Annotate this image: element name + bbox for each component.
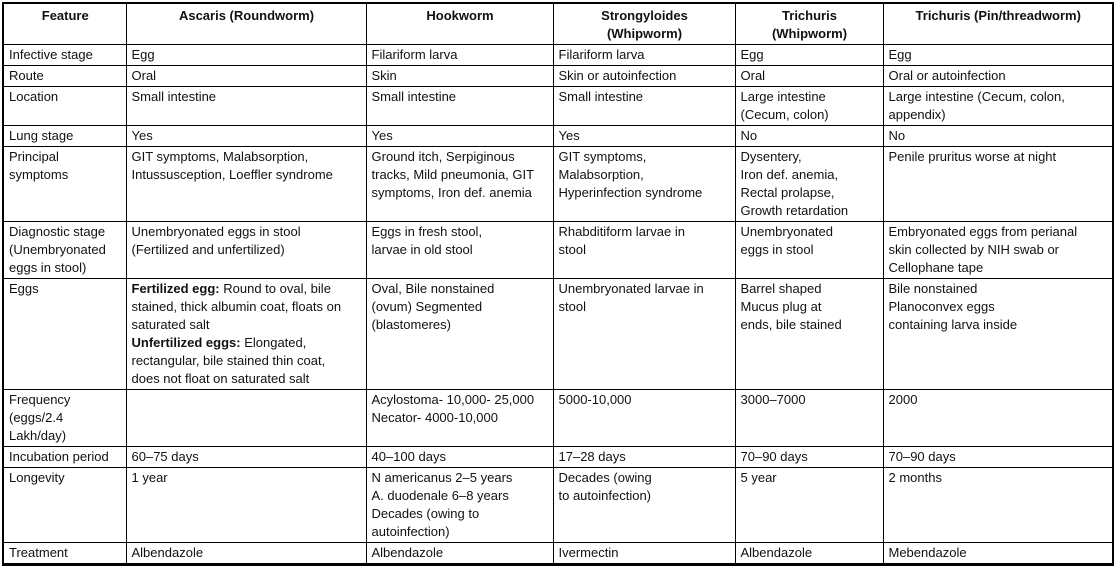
cell-lung-stage-col4: No	[734, 125, 884, 147]
cell-diagnostic-stage-unembryonated-col2: Eggs in fresh stool, larvae in old stool	[365, 221, 554, 279]
cell-location-col4: Large intestine (Cecum, colon)	[734, 86, 884, 126]
cell-principal-symptoms-col1: GIT symptoms, Malabsorption, Intussuscep…	[125, 146, 367, 222]
cell-route-col2: Skin	[365, 65, 554, 87]
cell-lung-stage-col1: Yes	[125, 125, 367, 147]
cell-diagnostic-stage-unembryonated-col4: Unembryonated eggs in stool	[734, 221, 884, 279]
row-feature-label: Route	[2, 65, 127, 87]
cell-diagnostic-stage-unembryonated-col5: Embryonated eggs from perianal skin coll…	[882, 221, 1114, 279]
column-header-feature: Feature	[2, 2, 127, 45]
cell-treatment-col2: Albendazole	[365, 542, 554, 565]
cell-longevity-col5: 2 months	[882, 467, 1114, 543]
cell-eggs-col4: Barrel shaped Mucus plug at ends, bile s…	[734, 278, 884, 390]
cell-principal-symptoms-col4: Dysentery, Iron def. anemia, Rectal prol…	[734, 146, 884, 222]
row-feature-label: Principal symptoms	[2, 146, 127, 222]
column-header-strongyloides-whipworm: Strongyloides (Whipworm)	[552, 2, 736, 45]
cell-principal-symptoms-col3: GIT symptoms, Malabsorption, Hyperinfect…	[552, 146, 736, 222]
column-header-ascaris-roundworm: Ascaris (Roundworm)	[125, 2, 367, 45]
cell-incubation-period-col5: 70–90 days	[882, 446, 1114, 468]
cell-diagnostic-stage-unembryonated-col3: Rhabditiform larvae in stool	[552, 221, 736, 279]
cell-route-col3: Skin or autoinfection	[552, 65, 736, 87]
cell-frequency-eggs-2-4-lakh-day-col5: 2000	[882, 389, 1114, 447]
cell-treatment-col4: Albendazole	[734, 542, 884, 565]
table-row-frequency-eggs-2-4-lakh-day: Frequency (eggs/2.4 Lakh/day) Acylostoma-…	[2, 389, 1114, 447]
cell-incubation-period-col2: 40–100 days	[365, 446, 554, 468]
bold-text-segment: Fertilized egg:	[131, 281, 220, 296]
column-header-trichuris-pin-threadworm: Trichuris (Pin/threadworm)	[882, 2, 1114, 45]
cell-incubation-period-col1: 60–75 days	[125, 446, 367, 468]
cell-frequency-eggs-2-4-lakh-day-col3: 5000-10,000	[552, 389, 736, 447]
cell-eggs-col1: Fertilized egg: Round to oval, bile stai…	[125, 278, 367, 390]
cell-eggs-col3: Unembryonated larvae in stool	[552, 278, 736, 390]
cell-location-col3: Small intestine	[552, 86, 736, 126]
cell-location-col1: Small intestine	[125, 86, 367, 126]
cell-principal-symptoms-col5: Penile pruritus worse at night	[882, 146, 1114, 222]
cell-principal-symptoms-col2: Ground itch, Serpiginous tracks, Mild pn…	[365, 146, 554, 222]
row-feature-label: Lung stage	[2, 125, 127, 147]
cell-route-col4: Oral	[734, 65, 884, 87]
column-header-trichuris-whipworm: Trichuris (Whipworm)	[734, 2, 884, 45]
row-feature-label: Longevity	[2, 467, 127, 543]
row-feature-label: Location	[2, 86, 127, 126]
cell-infective-stage-col4: Egg	[734, 44, 884, 66]
cell-lung-stage-col2: Yes	[365, 125, 554, 147]
cell-diagnostic-stage-unembryonated-col1: Unembryonated eggs in stool (Fertilized …	[125, 221, 367, 279]
text-segment: Round to oval, bile stained, thick album…	[131, 281, 342, 332]
cell-route-col1: Oral	[125, 65, 367, 87]
cell-frequency-eggs-2-4-lakh-day-col1	[125, 389, 367, 447]
cell-lung-stage-col5: No	[882, 125, 1114, 147]
cell-longevity-col3: Decades (owing to autoinfection)	[552, 467, 736, 543]
cell-infective-stage-col1: Egg	[125, 44, 367, 66]
table-row-principal-symptoms: Principal symptoms GIT symptoms, Malabsor…	[2, 146, 1114, 222]
table-row-diagnostic-stage-unembryonated: Diagnostic stage (Unembryonated eggs in …	[2, 221, 1114, 279]
header-row: Feature Ascaris (Roundworm) Hookworm Strong…	[2, 2, 1114, 45]
cell-route-col5: Oral or autoinfection	[882, 65, 1114, 87]
cell-infective-stage-col2: Filariform larva	[365, 44, 554, 66]
row-feature-label: Eggs	[2, 278, 127, 390]
cell-treatment-col3: Ivermectin	[552, 542, 736, 565]
table-row-lung-stage: Lung stage Yes Yes Yes No No	[2, 125, 1114, 147]
bold-text-segment: Unfertilized eggs:	[131, 335, 241, 350]
row-feature-label: Treatment	[2, 542, 127, 565]
cell-longevity-col4: 5 year	[734, 467, 884, 543]
table-row-incubation-period: Incubation period 60–75 days 40–100 days 17…	[2, 446, 1114, 468]
cell-infective-stage-col3: Filariform larva	[552, 44, 736, 66]
column-header-hookworm: Hookworm	[365, 2, 554, 45]
row-feature-label: Incubation period	[2, 446, 127, 468]
row-feature-label: Infective stage	[2, 44, 127, 66]
cell-location-col5: Large intestine (Cecum, colon, appendix)	[882, 86, 1114, 126]
cell-treatment-col5: Mebendazole	[882, 542, 1114, 565]
row-feature-label: Frequency (eggs/2.4 Lakh/day)	[2, 389, 127, 447]
cell-lung-stage-col3: Yes	[552, 125, 736, 147]
table-row-treatment: Treatment Albendazole Albendazole Ivermecti…	[2, 542, 1114, 565]
cell-infective-stage-col5: Egg	[882, 44, 1114, 66]
cell-frequency-eggs-2-4-lakh-day-col2: Acylostoma- 10,000- 25,000 Necator- 4000…	[365, 389, 554, 447]
table-row-route: Route Oral Skin Skin or autoinfection Oral Or…	[2, 65, 1114, 87]
text-segment: Elongated, rectangular, bile stained thi…	[131, 335, 326, 386]
table-row-location: Location Small intestine Small intestine Sm…	[2, 86, 1114, 126]
table-row-eggs: Eggs Fertilized egg: Round to oval, bile …	[2, 278, 1114, 390]
cell-incubation-period-col4: 70–90 days	[734, 446, 884, 468]
cell-longevity-col1: 1 year	[125, 467, 367, 543]
cell-eggs-col5: Bile nonstained Planoconvex eggs contain…	[882, 278, 1114, 390]
row-feature-label: Diagnostic stage (Unembryonated eggs in …	[2, 221, 127, 279]
cell-eggs-col2: Oval, Bile nonstained (ovum) Segmented (…	[365, 278, 554, 390]
cell-location-col2: Small intestine	[365, 86, 554, 126]
table-body: Infective stage Egg Filariform larva Filari…	[2, 44, 1114, 565]
table-row-infective-stage: Infective stage Egg Filariform larva Filari…	[2, 44, 1114, 66]
cell-longevity-col2: N americanus 2–5 years A. duodenale 6–8 …	[365, 467, 554, 543]
cell-incubation-period-col3: 17–28 days	[552, 446, 736, 468]
table-row-longevity: Longevity 1 year N americanus 2–5 years A.…	[2, 467, 1114, 543]
table-header-row: Feature Ascaris (Roundworm) Hookworm Strong…	[2, 2, 1114, 45]
cell-frequency-eggs-2-4-lakh-day-col4: 3000–7000	[734, 389, 884, 447]
cell-treatment-col1: Albendazole	[125, 542, 367, 565]
